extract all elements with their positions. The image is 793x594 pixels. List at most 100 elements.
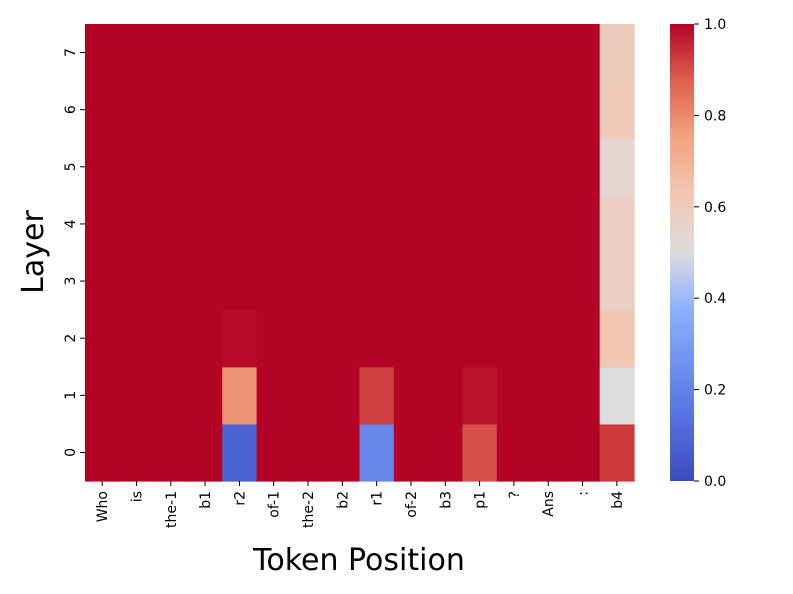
heatmap-cell (256, 309, 292, 368)
x-axis-ticks: Who is the-1 b1 r2 of-1 the-2 b2 r1 of-2 b3 p1? Ans:… (95, 481, 626, 528)
y-axis-ticks: 0 1 2 3 4 5 6 7 (63, 48, 85, 457)
y-tick-label: 1 (63, 391, 79, 400)
heatmap-cell (187, 309, 223, 368)
heatmap-cell (565, 138, 601, 196)
heatmap-cell (222, 366, 258, 425)
x-tick-label: the-1 (164, 491, 180, 528)
heatmap-cell (187, 24, 223, 82)
heatmap-cell (290, 366, 326, 425)
y-tick-label: 5 (63, 162, 79, 171)
heatmap-cell (119, 195, 155, 254)
heatmap-cell (496, 252, 532, 311)
heatmap-cell (393, 423, 429, 482)
heatmap-cell (462, 81, 498, 139)
colorbar-tick-label: 0.2 (704, 383, 726, 399)
heatmap-cell (359, 309, 395, 368)
heatmap-cell (325, 423, 361, 482)
heatmap-cell (462, 195, 498, 254)
y-axis-title: Layer (16, 210, 51, 294)
heatmap-cell (85, 24, 120, 82)
heatmap-cell (599, 81, 635, 139)
heatmap-cell (85, 423, 120, 482)
heatmap-cell (187, 366, 223, 425)
heatmap-cell (290, 138, 326, 196)
heatmap-cell (531, 252, 566, 311)
heatmap-cell (565, 195, 601, 254)
heatmap-cell (222, 309, 258, 368)
heatmap-cell (153, 366, 189, 425)
x-tick-label: is (130, 491, 146, 502)
colorbar-tick-label: 0.4 (704, 291, 726, 307)
heatmap-cell (496, 195, 532, 254)
x-tick-label: p1 (473, 491, 489, 509)
heatmap-cell (119, 309, 155, 368)
heatmap-cell (256, 252, 292, 311)
heatmap-cell (428, 366, 464, 425)
heatmap-cell (222, 24, 258, 82)
heatmap-cell (359, 423, 395, 482)
heatmap-cell (531, 366, 566, 425)
heatmap-cell (85, 195, 120, 254)
heatmap-cell (393, 24, 429, 82)
heatmap-cell (496, 309, 532, 368)
heatmap-cell (290, 195, 326, 254)
x-tick-label: : (576, 491, 592, 496)
heatmap-cell (153, 423, 189, 482)
heatmap-cell (187, 81, 223, 139)
heatmap-cell (599, 366, 635, 425)
heatmap-cell (359, 366, 395, 425)
heatmap-cell (496, 423, 532, 482)
heatmap-cell (531, 309, 566, 368)
heatmap-cell (428, 252, 464, 311)
x-tick-label: ? (507, 491, 523, 498)
heatmap-cell (565, 423, 601, 482)
heatmap-cell (496, 366, 532, 425)
heatmap-cell (462, 423, 498, 482)
heatmap-cell (496, 24, 532, 82)
heatmap-cell (256, 81, 292, 139)
heatmap-cell (187, 195, 223, 254)
heatmap-cell (599, 309, 635, 368)
colorbar-tick-label: 0.6 (704, 200, 726, 216)
heatmap-cell (119, 366, 155, 425)
heatmap-cell (496, 138, 532, 196)
heatmap-cell (85, 81, 120, 139)
heatmap-cell (496, 81, 532, 139)
heatmap-cell (222, 81, 258, 139)
heatmap-cell (599, 195, 635, 254)
heatmap-cell (599, 423, 635, 482)
heatmap-cell (428, 81, 464, 139)
heatmap-cell (359, 252, 395, 311)
y-tick-label: 4 (63, 219, 79, 228)
heatmap-cell (290, 81, 326, 139)
x-tick-label: of-1 (267, 491, 283, 518)
colorbar-tick-label: 0.0 (704, 474, 726, 490)
colorbar-tick-label: 1.0 (704, 17, 726, 33)
heatmap-cell (153, 195, 189, 254)
heatmap-cell (256, 24, 292, 82)
heatmap-cell (531, 81, 566, 139)
heatmap-cell (290, 252, 326, 311)
heatmap-cell (187, 423, 223, 482)
heatmap-cell (153, 81, 189, 139)
heatmap-cell (531, 138, 566, 196)
x-tick-label: b2 (335, 491, 351, 509)
colorbar-tick-label: 0.8 (704, 108, 726, 124)
heatmap-cell (222, 252, 258, 311)
heatmap-cell (565, 81, 601, 139)
heatmap-cell (359, 81, 395, 139)
heatmap-cell (325, 24, 361, 82)
y-tick-label: 2 (63, 334, 79, 343)
heatmap-cell (85, 366, 120, 425)
heatmap-cell (599, 138, 635, 196)
heatmap-cell (393, 252, 429, 311)
heatmap-cell (256, 138, 292, 196)
heatmap-cell (462, 366, 498, 425)
heatmap-cells (85, 24, 635, 482)
x-tick-label: of-2 (404, 491, 420, 518)
heatmap-cell (85, 138, 120, 196)
heatmap-cell (325, 195, 361, 254)
heatmap-cell (393, 138, 429, 196)
heatmap-cell (85, 252, 120, 311)
